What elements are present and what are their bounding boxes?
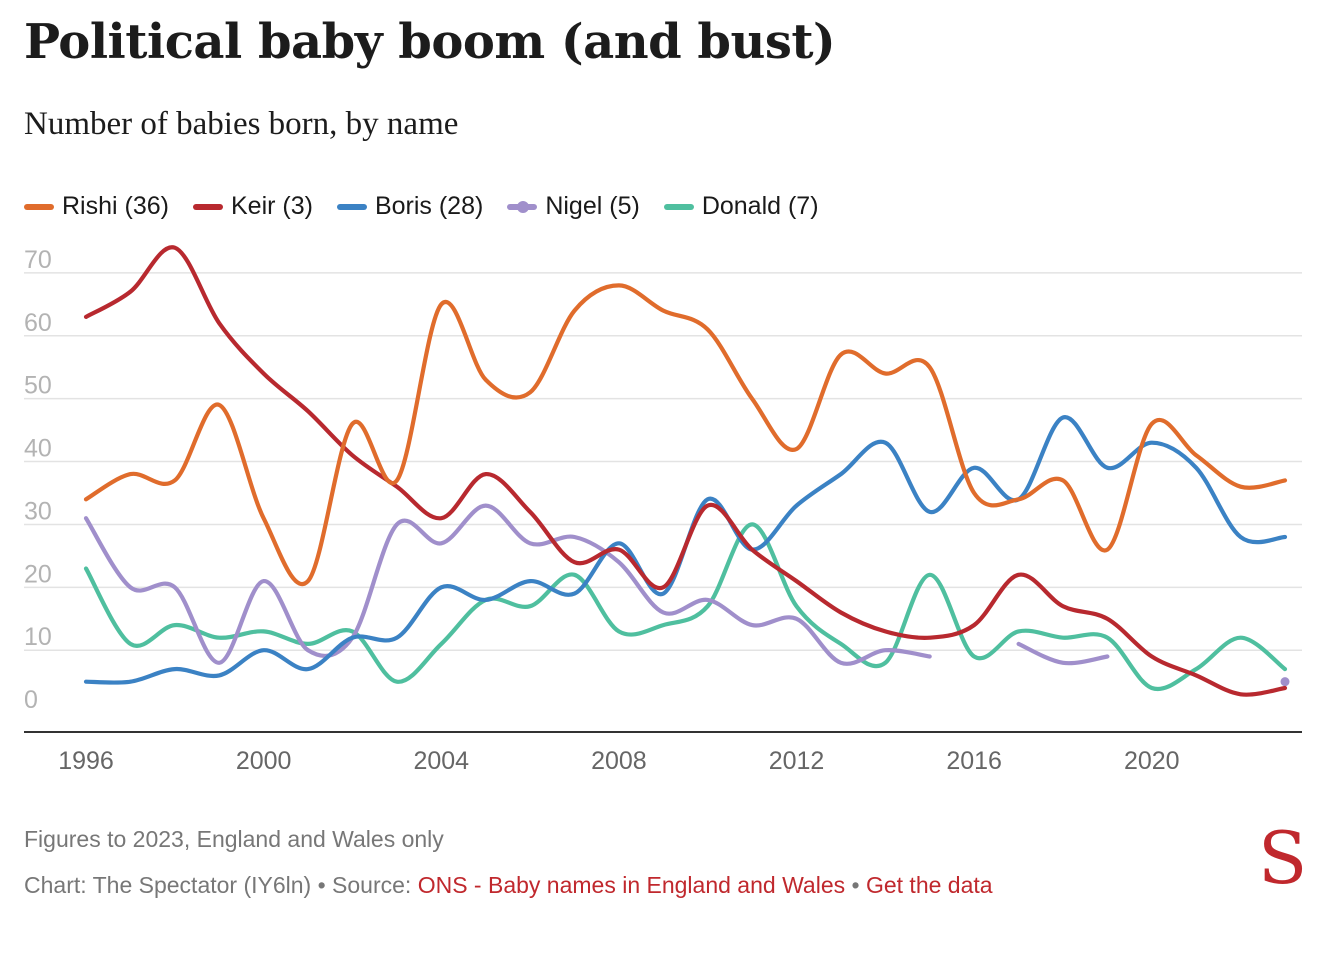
series-line-rishi [83, 283, 1288, 586]
series-line-donald [83, 522, 1288, 692]
legend-item-keir[interactable]: Keir (3) [192, 192, 313, 221]
spectator-logo[interactable]: S [1258, 816, 1308, 900]
x-tick-label-2020: 2020 [1124, 747, 1180, 775]
legend-dot-nigel [517, 200, 530, 213]
source-link[interactable]: ONS - Baby names in England and Wales [417, 872, 846, 898]
legend-label-boris: Boris (28) [374, 192, 484, 220]
legend-label-keir: Keir (3) [230, 192, 313, 220]
get-the-data-link[interactable]: Get the data [865, 872, 993, 898]
chart-title: Political baby boom (and bust) [24, 14, 836, 70]
y-tick-label-20: 20 [24, 560, 52, 588]
legend-item-boris[interactable]: Boris (28) [336, 192, 484, 221]
footer-separator: • [845, 872, 866, 898]
y-tick-label-10: 10 [24, 623, 52, 651]
legend-label-donald: Donald (7) [701, 192, 819, 220]
y-tick-label-50: 50 [24, 372, 52, 400]
footer-note: Figures to 2023, England and Wales only [24, 826, 444, 852]
x-tick-label-2000: 2000 [236, 747, 292, 775]
y-tick-label-70: 70 [24, 246, 52, 274]
footer-credit: Chart: The Spectator (IY6ln) • Source: [24, 872, 418, 898]
series-line-keir [83, 245, 1288, 697]
series-point-nigel-2 [1280, 677, 1290, 687]
legend-swatch-boris [336, 203, 367, 210]
legend-swatch-keir [192, 203, 223, 210]
legend-swatch-nigel [507, 200, 538, 213]
y-tick-label-30: 30 [24, 497, 52, 525]
line-chart: 0 10 20 30 40 50 60 70 1996 2000 2004 2008 2012 2016 2… [24, 245, 1302, 775]
legend-swatch-donald [663, 203, 694, 210]
legend-item-donald[interactable]: Donald (7) [663, 192, 819, 221]
x-tick-label-2012: 2012 [769, 747, 825, 775]
footer-source: Chart: The Spectator (IY6ln) • Source: O… [24, 872, 993, 899]
x-tick-label-1996: 1996 [58, 747, 114, 775]
legend-item-nigel[interactable]: Nigel (5) [507, 192, 640, 221]
series-line-nigel-1 [1016, 641, 1110, 666]
y-tick-label-60: 60 [24, 309, 52, 337]
series-line-nigel-0 [83, 503, 932, 666]
legend-swatch-rishi [24, 203, 54, 210]
x-tick-label-2016: 2016 [946, 747, 1002, 775]
x-tick-label-2004: 2004 [413, 747, 469, 775]
y-tick-label-40: 40 [24, 435, 52, 463]
legend-label-rishi: Rishi (36) [62, 192, 169, 220]
chart-legend: Rishi (36) Keir (3) Boris (28) Nigel (5)… [24, 192, 843, 221]
chart-subtitle: Number of babies born, by name [24, 106, 459, 142]
series-line-boris [83, 415, 1288, 685]
x-tick-label-2008: 2008 [591, 747, 647, 775]
legend-label-nigel: Nigel (5) [545, 192, 640, 220]
legend-item-rishi[interactable]: Rishi (36) [24, 192, 169, 221]
y-tick-label-0: 0 [24, 686, 38, 714]
